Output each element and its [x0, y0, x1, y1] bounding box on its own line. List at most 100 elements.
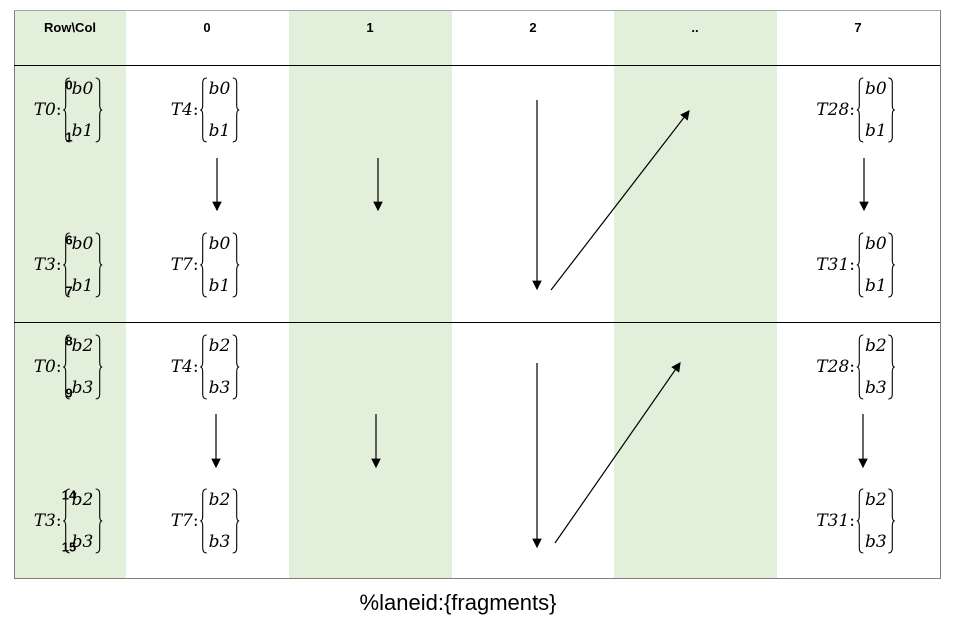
fragment-list: b0 b1 — [208, 234, 232, 296]
thread-id: T28 — [816, 100, 850, 120]
thread-id: T31 — [816, 255, 850, 275]
left-brace-icon — [856, 334, 864, 400]
fragment: b2 — [71, 490, 94, 510]
column-shade-1 — [289, 10, 452, 578]
fragment-list: b0 b1 — [71, 79, 95, 141]
fragment-list: b2 b3 — [864, 490, 888, 552]
fragment-entry: T28: b2 b3 — [816, 334, 896, 400]
left-brace-icon — [200, 488, 207, 554]
fragment: b3 — [71, 532, 94, 552]
fragment-entry: T3: b2 b3 — [34, 488, 103, 554]
fragment-entry: T4: b2 b3 — [171, 334, 240, 400]
thread-label: T3: — [33, 255, 62, 275]
column-header: 7 — [854, 20, 862, 35]
fragment-entry: T3: b0 b1 — [34, 232, 103, 298]
row-label: 6 — [65, 232, 73, 248]
left-brace-icon — [200, 232, 207, 298]
row-label: 9 — [65, 385, 73, 401]
fragment-entry: T4: b0 b1 — [171, 77, 240, 143]
thread-id: T7 — [170, 255, 193, 275]
thread-label: T31: — [816, 511, 856, 531]
left-brace-icon — [63, 488, 70, 554]
fragment-entry: T7: b0 b1 — [171, 232, 240, 298]
fragment: b3 — [865, 532, 887, 552]
table-border — [14, 10, 941, 579]
thread-label: T0: — [33, 357, 62, 377]
row-label: 8 — [65, 333, 73, 349]
fragment: b3 — [865, 378, 887, 398]
caption: %laneid:{fragments} — [359, 590, 557, 615]
thread-label: T7: — [170, 511, 199, 531]
block-divider — [14, 322, 940, 323]
thread-id: T4 — [170, 100, 193, 120]
thread-label: T4: — [170, 357, 199, 377]
fragment-list: b2 b3 — [208, 336, 232, 398]
fragment: b0 — [208, 79, 231, 99]
fragment-list: b0 b1 — [864, 79, 888, 141]
column-header: 2 — [529, 20, 537, 35]
right-brace-icon — [232, 488, 239, 554]
fragment-list: b0 b1 — [864, 234, 888, 296]
thread-label: T28: — [816, 100, 856, 120]
left-brace-icon — [200, 77, 207, 143]
fragment: b1 — [71, 121, 94, 141]
fragment: b0 — [865, 79, 887, 99]
right-brace-icon — [232, 232, 239, 298]
fragment: b1 — [865, 121, 887, 141]
fragment: b0 — [208, 234, 231, 254]
arrow — [554, 362, 681, 544]
left-brace-icon — [200, 334, 207, 400]
right-brace-icon — [888, 232, 896, 298]
fragment: b3 — [208, 532, 231, 552]
right-brace-icon — [95, 77, 102, 143]
fragment: b0 — [71, 234, 94, 254]
fragment-list: b0 b1 — [208, 79, 232, 141]
fragment-list: b2 b3 — [208, 490, 232, 552]
column-header: Row\Col — [44, 20, 96, 35]
row-label: 1 — [65, 129, 73, 145]
fragment: b3 — [71, 378, 94, 398]
right-brace-icon — [232, 77, 239, 143]
fragment: b1 — [208, 276, 231, 296]
thread-id: T7 — [170, 511, 193, 531]
column-shade-rowlabels — [14, 10, 126, 578]
right-brace-icon — [95, 232, 102, 298]
column-shade-ellipsis — [614, 10, 777, 578]
fragment: b2 — [208, 336, 231, 356]
fragment-list: b2 b3 — [71, 490, 95, 552]
thread-id: T0 — [33, 100, 56, 120]
arrow — [550, 110, 690, 291]
thread-id: T0 — [33, 357, 56, 377]
fragment: b2 — [71, 336, 94, 356]
column-header: 1 — [366, 20, 374, 35]
fragment: b2 — [865, 336, 887, 356]
column-header: .. — [691, 20, 699, 35]
fragment: b2 — [865, 490, 887, 510]
right-brace-icon — [95, 488, 102, 554]
fragment: b2 — [208, 490, 231, 510]
right-brace-icon — [888, 334, 896, 400]
fragment: b0 — [865, 234, 887, 254]
thread-label: T3: — [33, 511, 62, 531]
thread-id: T4 — [170, 357, 193, 377]
right-brace-icon — [232, 334, 239, 400]
fragment-entry: T0: b0 b1 — [34, 77, 103, 143]
thread-label: T28: — [816, 357, 856, 377]
fragment-entry: T7: b2 b3 — [171, 488, 240, 554]
fragment-list: b2 b3 — [864, 336, 888, 398]
fragment-entry: T31: b2 b3 — [816, 488, 896, 554]
fragment: b1 — [865, 276, 887, 296]
left-brace-icon — [856, 77, 864, 143]
left-brace-icon — [63, 334, 70, 400]
fragment-entry: T31: b0 b1 — [816, 232, 896, 298]
left-brace-icon — [856, 488, 864, 554]
left-brace-icon — [63, 77, 70, 143]
left-brace-icon — [856, 232, 864, 298]
row-label: 0 — [65, 77, 73, 93]
column-header: 0 — [203, 20, 211, 35]
thread-id: T28 — [816, 357, 850, 377]
thread-label: T4: — [170, 100, 199, 120]
fragment: b1 — [208, 121, 231, 141]
right-brace-icon — [95, 334, 102, 400]
